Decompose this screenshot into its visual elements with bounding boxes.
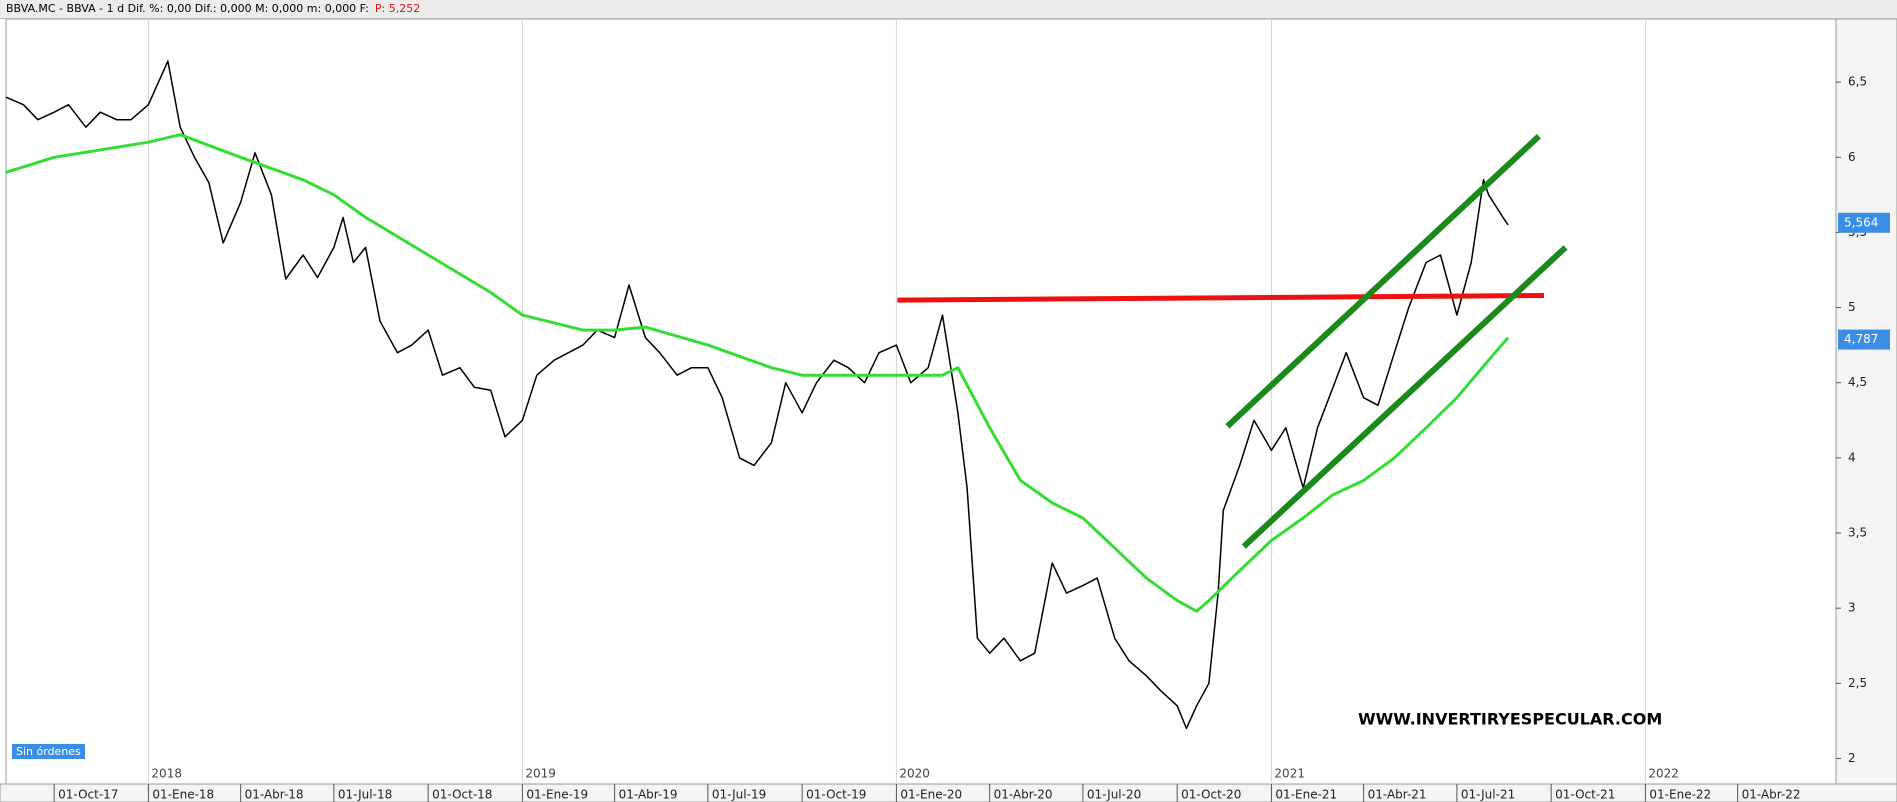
plot-area [5, 18, 1837, 785]
series-line [5, 133, 1510, 613]
x-axis-band [0, 783, 1897, 802]
year-label: 2021 [1274, 767, 1305, 781]
y-tick-label: 3 [1848, 601, 1856, 615]
y-tick-label: 5 [1848, 300, 1856, 314]
y-tick-label: 4,5 [1848, 375, 1867, 389]
y-tick-label: 2,5 [1848, 676, 1867, 690]
x-tick-label: 01-Oct-17 [58, 788, 118, 802]
x-tick-label: 01-Oct-20 [1181, 788, 1241, 802]
y-tick-label: 4 [1848, 450, 1856, 464]
x-tick-label: 01-Abr-22 [1742, 788, 1801, 802]
x-tick-label: 01-Jul-20 [1087, 788, 1141, 802]
year-label: 2022 [1648, 767, 1679, 781]
price-badge-label: 4,787 [1844, 332, 1878, 346]
y-tick-label: 2 [1848, 751, 1856, 765]
year-label: 2020 [899, 767, 930, 781]
series-line [5, 60, 1509, 730]
series-line [1225, 134, 1541, 429]
y-axis-band [1835, 18, 1897, 785]
x-tick-label: 01-Abr-18 [245, 788, 304, 802]
x-tick-label: 01-Ene-19 [526, 788, 588, 802]
year-label: 2019 [525, 767, 556, 781]
x-tick-label: 01-Ene-20 [900, 788, 962, 802]
header: BBVA.MC - BBVA - 1 d Dif. %: 0,00 Dif.: … [0, 0, 1897, 19]
x-tick-label: 01-Ene-22 [1649, 788, 1711, 802]
x-tick-label: 01-Jul-21 [1461, 788, 1515, 802]
x-tick-label: 01-Oct-21 [1555, 788, 1615, 802]
year-label: 2018 [151, 767, 182, 781]
x-tick-label: 01-Oct-19 [806, 788, 866, 802]
x-tick-label: 01-Abr-19 [619, 788, 678, 802]
header-info: BBVA.MC - BBVA - 1 d Dif. %: 0,00 Dif.: … [6, 2, 369, 15]
x-tick-label: 01-Jul-18 [338, 788, 392, 802]
header-price: P: 5,252 [374, 2, 421, 15]
x-tick-label: 01-Jul-19 [712, 788, 766, 802]
y-tick-label: 6 [1848, 150, 1856, 164]
y-tick-label: 6,5 [1848, 75, 1867, 89]
price-badge [1838, 329, 1890, 350]
price-badge-label: 5,564 [1844, 215, 1878, 229]
orders-label[interactable]: Sin órdenes [12, 744, 85, 759]
watermark: WWW.INVERTIRYESPECULAR.COM [1358, 710, 1662, 729]
x-tick-label: 01-Ene-18 [152, 788, 214, 802]
series-line [1241, 245, 1568, 549]
x-tick-label: 01-Abr-20 [994, 788, 1053, 802]
series-line [897, 293, 1545, 303]
price-badge [1838, 212, 1890, 233]
y-tick-label: 3,5 [1848, 526, 1867, 540]
x-tick-label: 01-Oct-18 [432, 788, 492, 802]
x-tick-label: 01-Ene-21 [1275, 788, 1337, 802]
x-tick-label: 01-Abr-21 [1368, 788, 1427, 802]
